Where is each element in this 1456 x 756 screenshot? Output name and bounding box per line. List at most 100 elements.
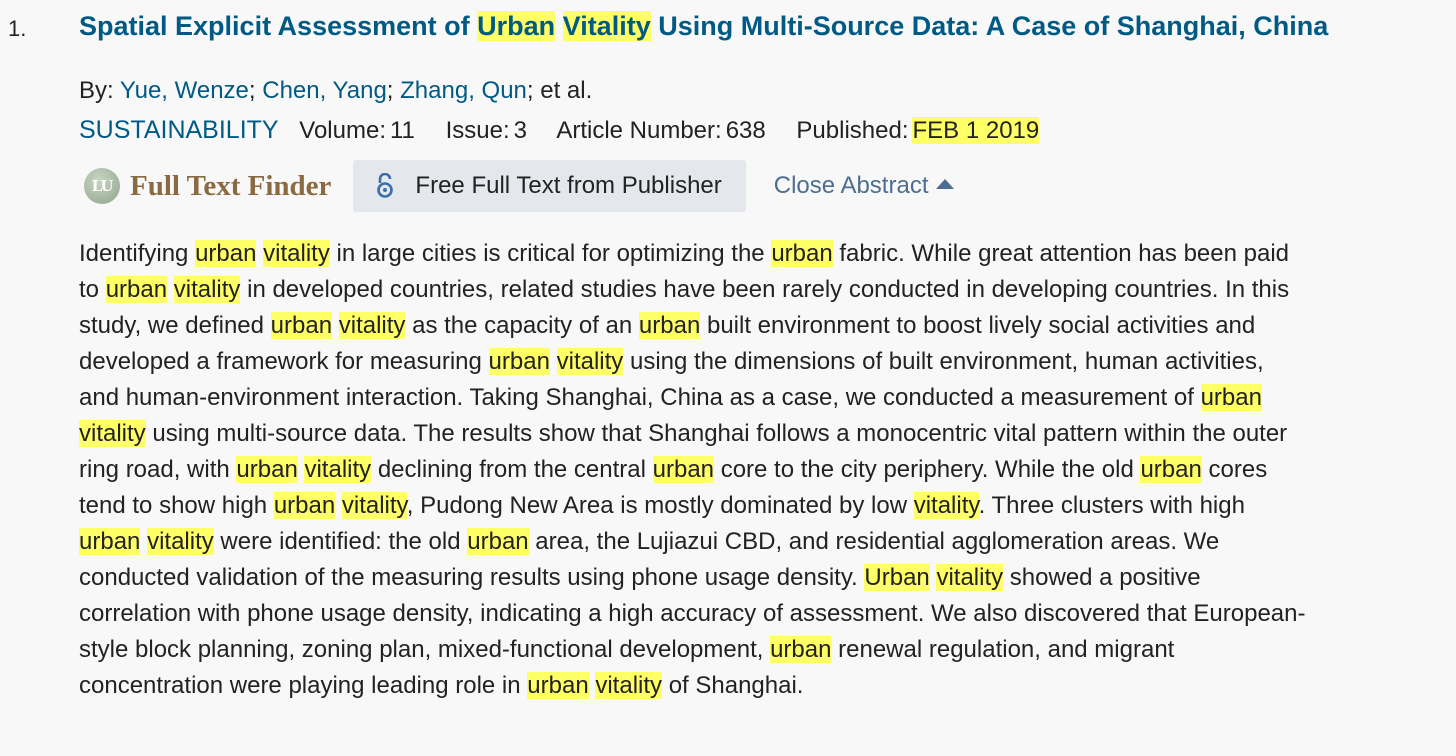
abstract-text-segment: cores <box>1201 456 1268 483</box>
abstract-text-segment: showed a positive <box>1003 564 1201 591</box>
abstract-line: tend to show high urban vitality, Pudong… <box>79 488 1425 524</box>
title-highlight-urban: Urban <box>477 11 556 41</box>
abstract-text-segment <box>335 492 342 519</box>
highlighted-term: urban <box>270 312 333 339</box>
full-text-finder-label: Full Text Finder <box>130 169 332 202</box>
abstract-text-segment <box>550 348 557 375</box>
abstract-text-segment: area, the Lujiazui CBD, and residential … <box>528 528 1220 555</box>
abstract-text-segment: developed a framework for measuring <box>79 348 489 375</box>
abstract-text-segment: declining from the central <box>371 456 653 483</box>
abstract-text-segment: using the dimensions of built environmen… <box>623 348 1264 375</box>
abstract-line: and human-environment interaction. Takin… <box>79 380 1425 416</box>
article-number-value: 638 <box>725 117 766 144</box>
abstract-text-segment: using multi-source data. The results sho… <box>145 420 1288 447</box>
abstract-text-segment: conducted validation of the measuring re… <box>79 564 865 591</box>
highlighted-term: vitality <box>338 312 406 339</box>
highlighted-term: vitality <box>173 276 241 303</box>
abstract-text-segment: built environment to boost lively social… <box>700 312 1256 339</box>
abstract-text-segment: style block planning, zoning plan, mixed… <box>79 636 771 663</box>
abstract-text-segment <box>167 276 174 303</box>
abstract-text-segment <box>332 312 339 339</box>
abstract-text-segment: study, we defined <box>79 312 271 339</box>
published-date: FEB 1 2019 <box>912 117 1040 144</box>
full-text-finder-button[interactable]: LU Full Text Finder <box>84 168 331 204</box>
abstract-line: developed a framework for measuring urba… <box>79 344 1425 380</box>
close-abstract-label: Close Abstract <box>773 172 929 199</box>
abstract-line: conducted validation of the measuring re… <box>79 560 1425 596</box>
highlighted-term: urban <box>652 456 715 483</box>
caret-up-icon <box>936 179 955 189</box>
title-highlight-vitality: Vitality <box>562 11 651 41</box>
abstract-text-segment: as the capacity of an <box>405 312 639 339</box>
highlighted-term: urban <box>1140 456 1202 483</box>
journal-link[interactable]: SUSTAINABILITY <box>79 116 279 144</box>
library-logo-icon: LU <box>84 168 120 204</box>
highlighted-term: vitality <box>913 492 979 519</box>
article-number-label: Article Number: <box>556 117 722 144</box>
volume-label: Volume: <box>299 117 386 144</box>
title-text: Spatial Explicit Assessment of <box>79 11 478 41</box>
highlighted-term: Urban <box>864 564 930 591</box>
author-link-yue[interactable]: Yue, Wenze <box>119 77 249 104</box>
highlighted-term: vitality <box>304 456 372 483</box>
open-access-lock-icon <box>377 173 394 198</box>
issue-value: 3 <box>513 117 527 144</box>
highlighted-term: urban <box>770 636 832 663</box>
abstract-text-segment: correlation with phone usage density, in… <box>79 600 1306 627</box>
author-separator: ; <box>386 77 401 104</box>
highlighted-term: vitality <box>79 420 146 447</box>
abstract-line: vitality using multi-source data. The re… <box>79 416 1425 452</box>
abstract-line: correlation with phone usage density, in… <box>79 596 1425 632</box>
article-title-link[interactable]: Spatial Explicit Assessment of Urban Vit… <box>79 8 1439 44</box>
source-line: SUSTAINABILITY Volume: 11 Issue: 3 Article… <box>79 112 1040 149</box>
abstract-text-segment: ring road, with <box>79 456 237 483</box>
abstract-text-segment: were identified: the old <box>213 528 468 555</box>
highlighted-term: urban <box>195 240 257 267</box>
abstract-text-segment: to <box>79 276 106 303</box>
abstract-line: study, we defined urban vitality as the … <box>79 308 1425 344</box>
highlighted-term: urban <box>79 528 141 555</box>
abstract-text-segment: of Shanghai. <box>662 672 804 699</box>
abstract-line: style block planning, zoning plan, mixed… <box>79 632 1425 668</box>
issue-label: Issue: <box>445 117 510 144</box>
highlighted-term: vitality <box>147 528 214 555</box>
author-separator: ; <box>248 77 263 104</box>
highlighted-term: urban <box>527 672 589 699</box>
abstract-text-segment: , Pudong New Area is mostly dominated by… <box>406 492 914 519</box>
highlighted-term: vitality <box>341 492 407 519</box>
abstract-text-segment: Identifying <box>79 240 196 267</box>
highlighted-term: vitality <box>595 672 663 699</box>
authors-line: By: Yue, Wenze; Chen, Yang; Zhang, Qun; … <box>79 74 592 108</box>
abstract-text-segment: tend to show high <box>79 492 274 519</box>
abstract-text-segment: renewal regulation, and migrant <box>831 636 1175 663</box>
author-link-zhang[interactable]: Zhang, Qun <box>400 77 527 104</box>
title-text-rest: Using Multi-Source Data: A Case of Shang… <box>650 11 1329 41</box>
full-text-links: LU Full Text Finder Free Full Text from … <box>84 160 955 212</box>
abstract-text-segment: in developed countries, related studies … <box>240 276 1290 303</box>
abstract-line: urban vitality were identified: the old … <box>79 524 1425 560</box>
free-full-text-button[interactable]: Free Full Text from Publisher <box>353 160 746 212</box>
abstract-line: ring road, with urban vitality declining… <box>79 452 1425 488</box>
highlighted-term: urban <box>105 276 168 303</box>
highlighted-term: urban <box>771 240 833 267</box>
abstract-text: Identifying urban vitality in large citi… <box>79 236 1425 704</box>
abstract-text-segment: and human-environment interaction. Takin… <box>79 384 1201 411</box>
abstract-line: to urban vitality in developed countries… <box>79 272 1425 308</box>
highlighted-term: urban <box>273 492 336 519</box>
authors-prefix: By: <box>79 77 120 104</box>
highlighted-term: vitality <box>556 348 624 375</box>
abstract-text-segment: core to the city periphery. While the ol… <box>714 456 1141 483</box>
author-link-chen[interactable]: Chen, Yang <box>262 77 387 104</box>
abstract-line: Identifying urban vitality in large citi… <box>79 236 1425 272</box>
highlighted-term: urban <box>488 348 550 375</box>
result-index: 1. <box>8 16 27 41</box>
highlighted-term: vitality <box>936 564 1004 591</box>
published-label: Published: <box>796 117 909 144</box>
abstract-text-segment: . Three clusters with high <box>978 492 1245 519</box>
abstract-line: concentration were playing leading role … <box>79 668 1425 704</box>
close-abstract-link[interactable]: Close Abstract <box>774 172 955 200</box>
highlighted-term: urban <box>467 528 529 555</box>
highlighted-term: urban <box>1200 384 1262 411</box>
highlighted-term: urban <box>236 456 298 483</box>
abstract-text-segment: in large cities is critical for optimizi… <box>329 240 772 267</box>
